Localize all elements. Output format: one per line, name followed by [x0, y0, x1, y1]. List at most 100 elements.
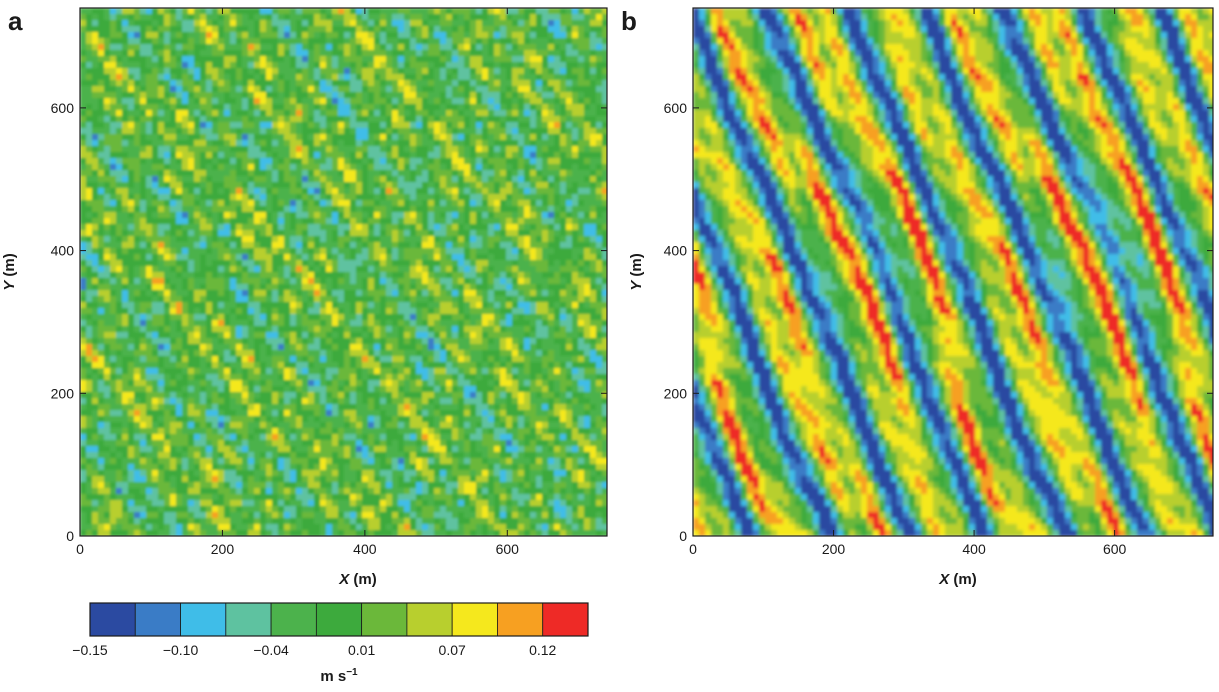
- heatmap-cell: [296, 116, 303, 123]
- heatmap-cell: [506, 212, 513, 219]
- heatmap-cell: [92, 8, 99, 15]
- heatmap-cell: [296, 260, 303, 267]
- heatmap-cell: [458, 98, 465, 105]
- heatmap-cell: [368, 152, 375, 159]
- heatmap-cell: [320, 182, 327, 189]
- heatmap-cell: [194, 74, 201, 81]
- heatmap-cell: [560, 74, 567, 81]
- heatmap-cell: [452, 320, 459, 327]
- heatmap-cell: [86, 260, 93, 267]
- heatmap-cell: [296, 194, 303, 201]
- heatmap-cell: [248, 20, 255, 27]
- heatmap-cell: [104, 38, 111, 45]
- heatmap-cell: [566, 74, 573, 81]
- heatmap-cell: [116, 146, 123, 153]
- heatmap-cell: [500, 20, 507, 27]
- heatmap-cell: [266, 212, 273, 219]
- heatmap-cell: [320, 8, 327, 15]
- heatmap-cell: [488, 38, 495, 45]
- heatmap-cell: [290, 338, 297, 345]
- heatmap-cell: [368, 110, 375, 117]
- heatmap-cell: [254, 20, 261, 27]
- heatmap-cell: [410, 146, 417, 153]
- heatmap-cell: [470, 134, 477, 141]
- heatmap-cell: [392, 194, 399, 201]
- heatmap-cell: [464, 212, 471, 219]
- heatmap-cell: [428, 188, 435, 195]
- heatmap-cell: [218, 38, 225, 45]
- heatmap-cell: [470, 296, 477, 303]
- heatmap-cell: [560, 272, 567, 279]
- heatmap-cell: [494, 164, 501, 171]
- heatmap-cell: [548, 62, 555, 69]
- heatmap-cell: [236, 128, 243, 135]
- heatmap-cell: [458, 170, 465, 177]
- heatmap-cell: [584, 80, 591, 87]
- heatmap-cell: [464, 308, 471, 315]
- heatmap-cell: [110, 158, 117, 165]
- heatmap-cell: [440, 332, 447, 339]
- heatmap-cell: [374, 116, 381, 123]
- heatmap-cell: [296, 284, 303, 291]
- heatmap-cell: [356, 266, 363, 273]
- heatmap-cell: [428, 20, 435, 27]
- heatmap-cell: [524, 254, 531, 261]
- heatmap-cell: [482, 200, 489, 207]
- heatmap-cell: [332, 74, 339, 81]
- heatmap-cell: [554, 146, 561, 153]
- heatmap-cell: [278, 44, 285, 51]
- heatmap-cell: [308, 56, 315, 63]
- heatmap-cell: [152, 116, 159, 123]
- heatmap-cell: [524, 152, 531, 159]
- heatmap-cell: [356, 284, 363, 291]
- heatmap-cell: [92, 344, 99, 351]
- heatmap-cell: [104, 260, 111, 267]
- heatmap-cell: [596, 152, 603, 159]
- heatmap-cell: [308, 260, 315, 267]
- heatmap-cell: [482, 140, 489, 147]
- heatmap-cell: [428, 32, 435, 39]
- heatmap-cell: [452, 164, 459, 171]
- heatmap-cell: [170, 278, 177, 285]
- heatmap-cell: [254, 230, 261, 237]
- heatmap-cell: [536, 320, 543, 327]
- heatmap-cell: [224, 308, 231, 315]
- heatmap-cell: [578, 74, 585, 81]
- heatmap-cell: [494, 38, 501, 45]
- heatmap-cell: [134, 62, 141, 69]
- heatmap-cell: [194, 104, 201, 111]
- heatmap-cell: [236, 86, 243, 93]
- heatmap-cell: [554, 224, 561, 231]
- heatmap-cell: [128, 80, 135, 87]
- heatmap-cell: [104, 200, 111, 207]
- heatmap-cell: [302, 218, 309, 225]
- heatmap-cell: [140, 116, 147, 123]
- heatmap-cell: [140, 44, 147, 51]
- heatmap-cell: [128, 176, 135, 183]
- heatmap-cell: [104, 236, 111, 243]
- heatmap-cell: [386, 92, 393, 99]
- heatmap-cell: [218, 92, 225, 99]
- heatmap-cell: [332, 248, 339, 255]
- heatmap-cell: [422, 176, 429, 183]
- heatmap-cell: [326, 122, 333, 129]
- heatmap-cell: [440, 68, 447, 75]
- heatmap-cell: [368, 38, 375, 45]
- heatmap-cell: [410, 32, 417, 39]
- heatmap-cell: [140, 32, 147, 39]
- heatmap-cell: [566, 320, 573, 327]
- heatmap-cell: [350, 182, 357, 189]
- heatmap-cell: [446, 344, 453, 351]
- heatmap-cell: [554, 278, 561, 285]
- heatmap-cell: [362, 278, 369, 285]
- heatmap-cell: [464, 74, 471, 81]
- heatmap-cell: [500, 146, 507, 153]
- heatmap-cell: [452, 344, 459, 351]
- heatmap-cell: [302, 74, 309, 81]
- heatmap-cell: [398, 152, 405, 159]
- heatmap-cell: [530, 176, 537, 183]
- heatmap-cell: [470, 284, 477, 291]
- heatmap-cell: [590, 212, 597, 219]
- heatmap-cell: [530, 230, 537, 237]
- heatmap-cell: [332, 116, 339, 123]
